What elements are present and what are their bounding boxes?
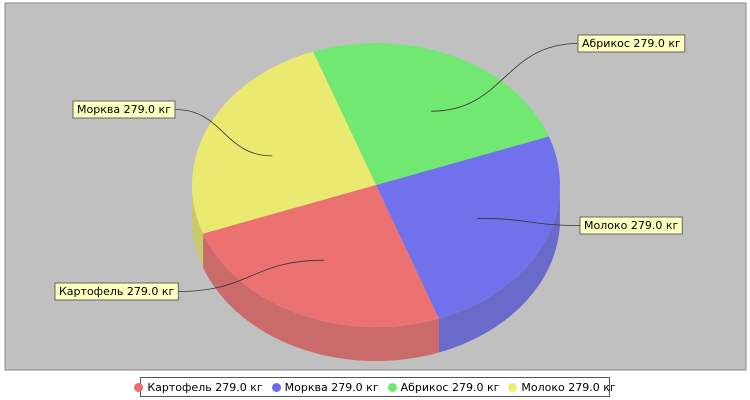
legend-item-2[interactable]: Абрикос 279.0 кг — [387, 380, 500, 394]
legend-swatch-icon — [271, 382, 281, 392]
legend-swatch-icon — [387, 382, 397, 392]
slice-label-box-0 — [54, 282, 179, 301]
slice-label-box-3 — [579, 216, 683, 235]
legend-label: Морква 279.0 кг — [284, 380, 379, 394]
slice-0[interactable] — [203, 185, 439, 327]
slice-3[interactable] — [192, 51, 376, 234]
slice-label-box-2 — [577, 34, 686, 53]
legend-swatch-icon — [508, 382, 518, 392]
slice-labels: Картофель 279.0 кг Морква 279.0 кг Абрикос… — [54, 34, 686, 301]
legend-item-0[interactable]: Картофель 279.0 кг — [134, 380, 263, 394]
legend-label: Абрикос 279.0 кг — [400, 380, 500, 394]
slice-label-2: Абрикос 279.0 кг — [582, 37, 681, 50]
leader-line-3 — [477, 217, 581, 226]
leader-line-0 — [178, 259, 325, 292]
leader-line-1 — [174, 109, 273, 157]
slice-label-box-1 — [72, 100, 176, 119]
slice-label-3: Молоко 279.0 кг — [584, 219, 678, 232]
pie-slices — [192, 43, 560, 361]
legend: Картофель 279.0 кг Морква 279.0 кг Абрикос… — [134, 377, 616, 397]
slice-side-0 — [203, 233, 439, 361]
legend-label: Картофель 279.0 кг — [147, 380, 263, 394]
legend-item-1[interactable]: Морква 279.0 кг — [271, 380, 379, 394]
slice-1[interactable] — [376, 136, 560, 319]
slice-label-1: Морква 279.0 кг — [77, 103, 171, 116]
slice-label-0: Картофель 279.0 кг — [59, 285, 174, 298]
slice-side-3 — [192, 185, 204, 268]
slice-side-1 — [438, 190, 560, 353]
leader-line-2 — [431, 43, 579, 112]
legend-item-3[interactable]: Молоко 279.0 кг — [508, 380, 616, 394]
slice-2[interactable] — [313, 43, 549, 185]
legend-swatch-icon — [134, 382, 144, 392]
legend-label: Молоко 279.0 кг — [521, 380, 616, 394]
